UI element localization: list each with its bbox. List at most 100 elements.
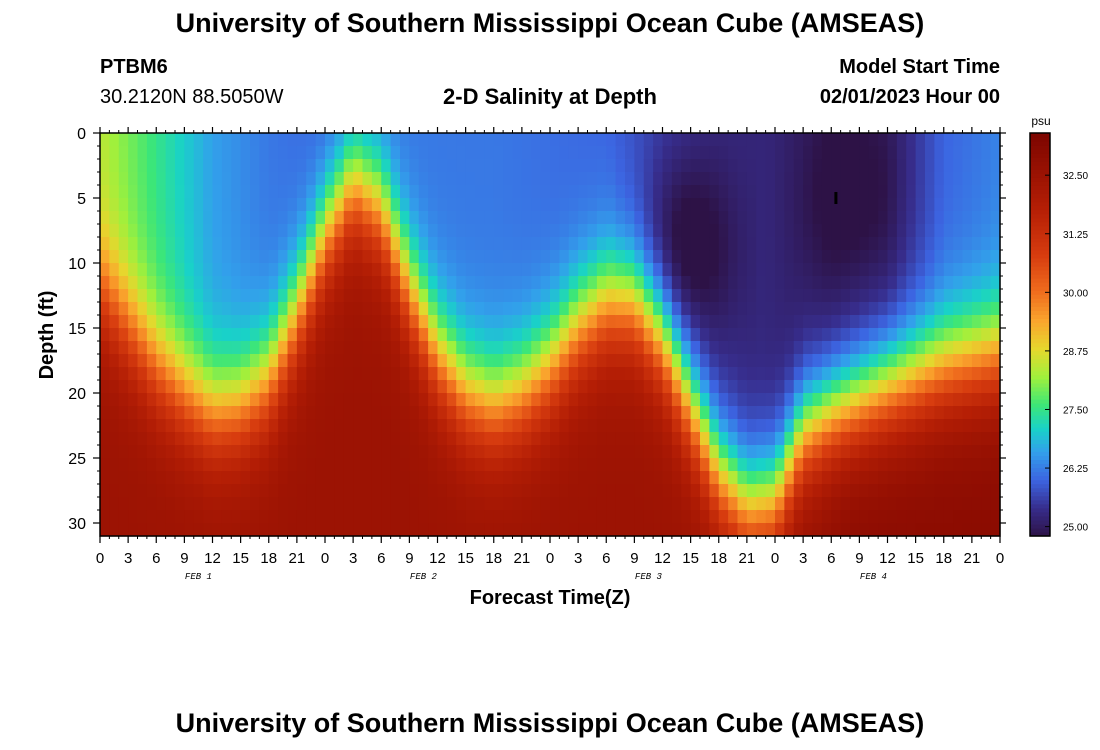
heatmap-cell	[803, 432, 814, 446]
heatmap-cell	[531, 276, 542, 290]
heatmap-cell	[690, 250, 701, 264]
heatmap-cell	[756, 471, 767, 485]
heatmap-cell	[343, 445, 354, 459]
colorbar-tick-label: 26.25	[1063, 464, 1088, 475]
heatmap-cell	[953, 289, 964, 303]
heatmap-cell	[728, 237, 739, 251]
heatmap-cell	[634, 198, 645, 212]
heatmap-cell	[887, 133, 898, 147]
colorbar-segment	[1030, 350, 1050, 356]
colorbar-segment	[1030, 241, 1050, 247]
colorbar-segment	[1030, 314, 1050, 319]
heatmap-cell	[615, 341, 626, 355]
heatmap-cell	[690, 224, 701, 238]
heatmap-cell	[896, 185, 907, 199]
heatmap-cell	[400, 159, 410, 173]
heatmap-cell	[428, 302, 439, 316]
heatmap-cell	[925, 276, 935, 290]
heatmap-cell	[381, 263, 392, 277]
heatmap-cell	[990, 289, 1001, 303]
heatmap-cell	[184, 458, 195, 472]
heatmap-cell	[559, 445, 570, 459]
heatmap-cell	[437, 250, 448, 264]
heatmap-cell	[737, 159, 748, 173]
heatmap-cell	[540, 289, 551, 303]
heatmap-cell	[925, 380, 935, 394]
heatmap-cell	[878, 484, 889, 498]
heatmap-cell	[587, 146, 598, 160]
heatmap-cell	[821, 393, 832, 407]
heatmap-cell	[231, 250, 242, 264]
heatmap-cell	[418, 523, 429, 537]
heatmap-cell	[981, 289, 992, 303]
heatmap-cell	[521, 224, 532, 238]
heatmap-cell	[850, 198, 860, 212]
heatmap-cell	[746, 471, 757, 485]
heatmap-cell	[521, 328, 532, 342]
colorbar-tick-label: 27.50	[1063, 405, 1088, 416]
heatmap-cell	[981, 341, 992, 355]
heatmap-cell	[343, 224, 354, 238]
heatmap-cell	[371, 211, 382, 225]
heatmap-cell	[793, 458, 804, 472]
heatmap-cell	[775, 380, 785, 394]
heatmap-cell	[587, 276, 598, 290]
heatmap-cell	[109, 393, 120, 407]
heatmap-cell	[100, 523, 110, 537]
heatmap-cell	[278, 133, 289, 147]
heatmap-cell	[259, 393, 270, 407]
heatmap-cell	[437, 510, 448, 524]
heatmap-cell	[475, 159, 485, 173]
heatmap-cell	[418, 471, 429, 485]
heatmap-cell	[212, 367, 223, 381]
heatmap-cell	[784, 367, 795, 381]
heatmap-cell	[859, 354, 870, 368]
heatmap-cell	[915, 289, 926, 303]
heatmap-cell	[662, 315, 673, 329]
heatmap-cell	[559, 172, 570, 186]
heatmap-cell	[484, 224, 495, 238]
heatmap-cell	[146, 406, 157, 420]
heatmap-cell	[971, 302, 982, 316]
heatmap-cell	[896, 276, 907, 290]
heatmap-cell	[690, 263, 701, 277]
heatmap-cell	[587, 211, 598, 225]
heatmap-cell	[137, 497, 148, 511]
heatmap-cell	[212, 341, 223, 355]
heatmap-cell	[503, 172, 514, 186]
footer-title: University of Southern Mississippi Ocean…	[175, 708, 925, 738]
heatmap-cell	[362, 354, 373, 368]
heatmap-cell	[100, 354, 110, 368]
heatmap-cell	[896, 341, 907, 355]
heatmap-cell	[878, 393, 889, 407]
heatmap-cell	[446, 341, 457, 355]
heatmap-cell	[371, 133, 382, 147]
heatmap-cell	[784, 484, 795, 498]
heatmap-cell	[446, 484, 457, 498]
heatmap-cell	[390, 458, 401, 472]
heatmap-cell	[128, 185, 139, 199]
heatmap-cell	[906, 484, 917, 498]
heatmap-cell	[568, 497, 579, 511]
heatmap-cell	[615, 133, 626, 147]
heatmap-cell	[165, 133, 176, 147]
heatmap-cell	[718, 185, 729, 199]
heatmap-cell	[400, 484, 410, 498]
heatmap-cell	[203, 276, 214, 290]
colorbar-segment	[1030, 374, 1050, 380]
heatmap-cell	[343, 497, 354, 511]
heatmap-cell	[334, 419, 345, 433]
heatmap-cell	[559, 341, 570, 355]
page-title: University of Southern Mississippi Ocean…	[175, 8, 925, 38]
heatmap-cell	[653, 133, 664, 147]
heatmap-cell	[653, 497, 664, 511]
heatmap-cell	[446, 354, 457, 368]
heatmap-cell	[671, 432, 682, 446]
heatmap-cell	[878, 133, 889, 147]
heatmap-cell	[100, 198, 110, 212]
heatmap-cell	[118, 497, 129, 511]
heatmap-cell	[859, 289, 870, 303]
colorbar-segment	[1030, 519, 1050, 525]
heatmap-cell	[193, 484, 204, 498]
heatmap-cell	[409, 458, 420, 472]
